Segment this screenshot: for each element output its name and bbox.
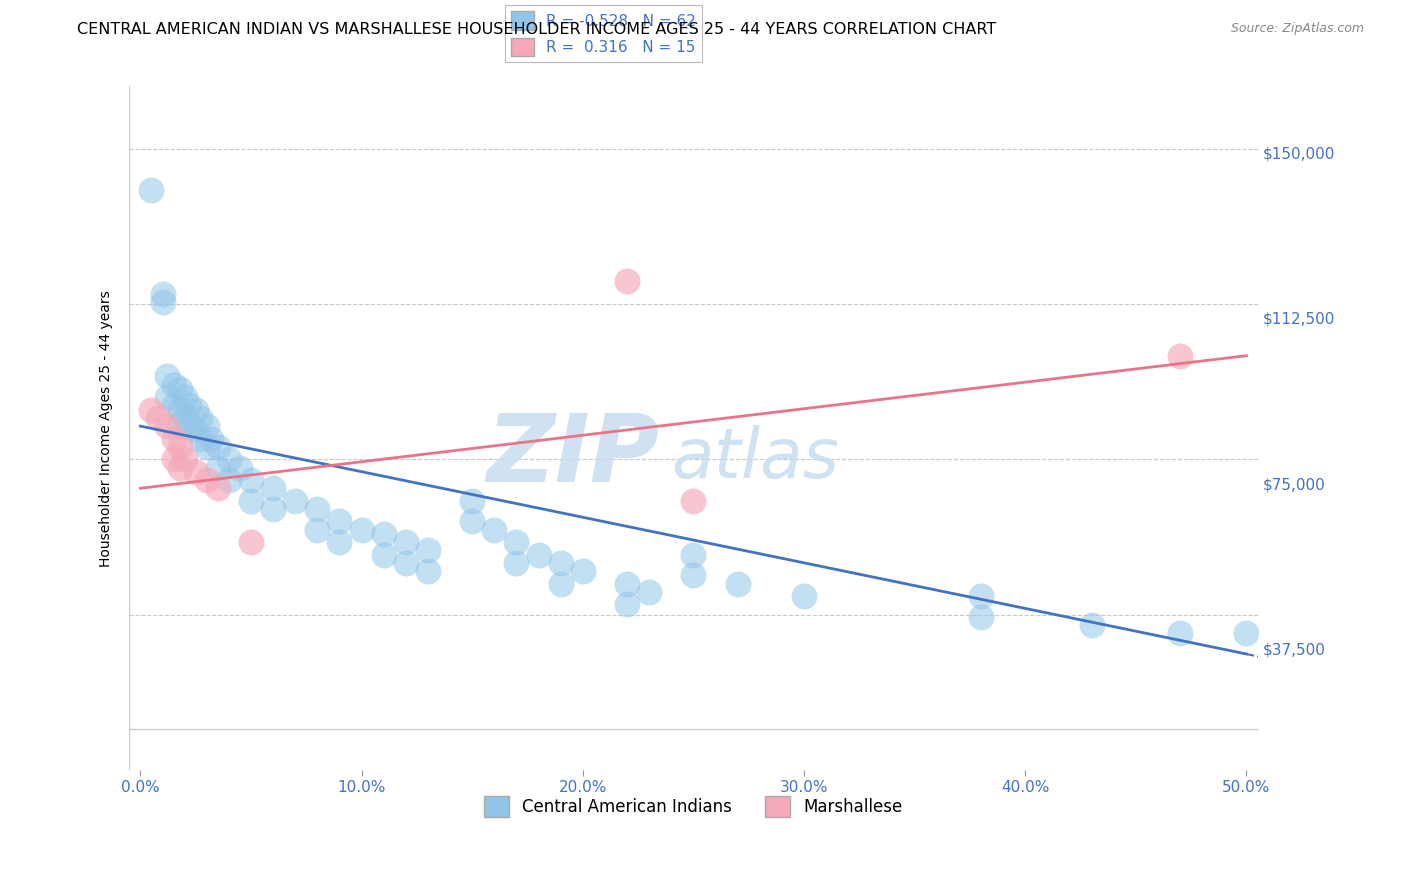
Point bbox=[162, 452, 184, 467]
Point bbox=[169, 402, 191, 417]
Point bbox=[141, 183, 163, 197]
Point bbox=[184, 423, 207, 437]
Point bbox=[262, 481, 284, 495]
Point bbox=[240, 473, 263, 487]
Point bbox=[200, 432, 222, 446]
Point bbox=[307, 523, 329, 537]
Point bbox=[195, 440, 218, 454]
Point bbox=[162, 377, 184, 392]
Point bbox=[395, 535, 418, 549]
Point bbox=[461, 515, 484, 529]
Point bbox=[152, 294, 174, 309]
Point bbox=[461, 493, 484, 508]
Point bbox=[1168, 349, 1191, 363]
Point bbox=[527, 548, 550, 562]
Point bbox=[188, 432, 211, 446]
Y-axis label: Householder Income Ages 25 - 44 years: Householder Income Ages 25 - 44 years bbox=[100, 290, 114, 566]
Point bbox=[550, 576, 572, 591]
Text: atlas: atlas bbox=[671, 425, 839, 492]
Point bbox=[350, 523, 373, 537]
Point bbox=[373, 526, 395, 541]
Point bbox=[169, 382, 191, 396]
Point bbox=[177, 398, 200, 412]
Point bbox=[616, 597, 638, 611]
Point bbox=[572, 564, 595, 578]
Point bbox=[1168, 626, 1191, 640]
Point bbox=[173, 390, 195, 404]
Point bbox=[727, 576, 749, 591]
Point bbox=[682, 493, 704, 508]
Point bbox=[505, 535, 527, 549]
Point bbox=[616, 576, 638, 591]
Point bbox=[682, 568, 704, 582]
Point bbox=[195, 419, 218, 434]
Point bbox=[173, 410, 195, 425]
Point bbox=[970, 589, 993, 603]
Point bbox=[218, 452, 240, 467]
Legend: Central American Indians, Marshallese: Central American Indians, Marshallese bbox=[477, 789, 910, 823]
Point bbox=[169, 440, 191, 454]
Point bbox=[156, 419, 179, 434]
Point bbox=[395, 556, 418, 570]
Text: ZIP: ZIP bbox=[486, 409, 659, 501]
Point bbox=[240, 493, 263, 508]
Point bbox=[218, 473, 240, 487]
Point bbox=[229, 460, 252, 475]
Point bbox=[184, 402, 207, 417]
Point bbox=[416, 564, 439, 578]
Point bbox=[177, 419, 200, 434]
Point bbox=[284, 493, 307, 508]
Point bbox=[152, 286, 174, 301]
Point bbox=[141, 402, 163, 417]
Point bbox=[207, 440, 229, 454]
Point bbox=[484, 523, 506, 537]
Point bbox=[616, 274, 638, 288]
Point bbox=[156, 390, 179, 404]
Point bbox=[207, 460, 229, 475]
Point bbox=[682, 548, 704, 562]
Point bbox=[505, 556, 527, 570]
Point bbox=[188, 410, 211, 425]
Point bbox=[169, 460, 191, 475]
Point bbox=[1080, 618, 1102, 632]
Point bbox=[638, 584, 661, 599]
Text: CENTRAL AMERICAN INDIAN VS MARSHALLESE HOUSEHOLDER INCOME AGES 25 - 44 YEARS COR: CENTRAL AMERICAN INDIAN VS MARSHALLESE H… bbox=[77, 22, 997, 37]
Point bbox=[262, 502, 284, 516]
Point bbox=[328, 535, 350, 549]
Point bbox=[240, 535, 263, 549]
Point bbox=[550, 556, 572, 570]
Point bbox=[1236, 626, 1258, 640]
Point bbox=[328, 515, 350, 529]
Point bbox=[184, 465, 207, 479]
Point bbox=[970, 609, 993, 624]
Point bbox=[169, 419, 191, 434]
Point bbox=[373, 548, 395, 562]
Point bbox=[195, 473, 218, 487]
Point bbox=[207, 481, 229, 495]
Point bbox=[416, 543, 439, 558]
Point bbox=[307, 502, 329, 516]
Point bbox=[162, 398, 184, 412]
Point bbox=[162, 432, 184, 446]
Text: Source: ZipAtlas.com: Source: ZipAtlas.com bbox=[1230, 22, 1364, 36]
Point bbox=[793, 589, 815, 603]
Point bbox=[156, 369, 179, 384]
Point bbox=[146, 410, 169, 425]
Point bbox=[173, 452, 195, 467]
